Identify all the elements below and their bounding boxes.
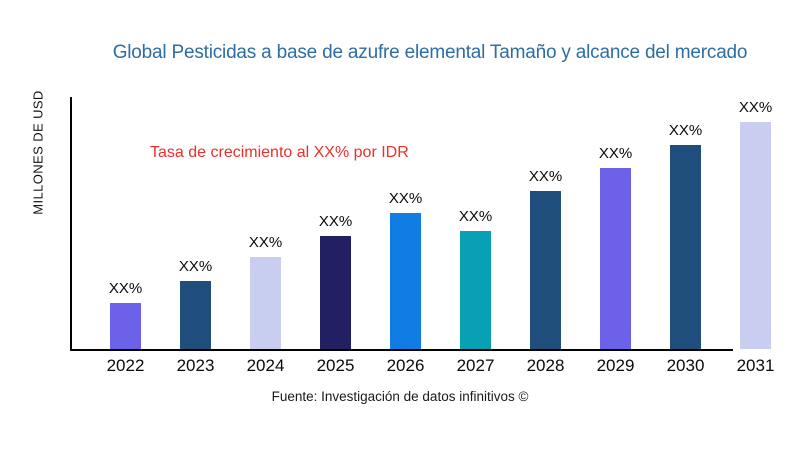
x-axis-line (70, 349, 733, 351)
bar-2031 (740, 122, 771, 349)
x-tick-label: 2024 (246, 356, 285, 375)
bar-value-label: XX% (528, 168, 563, 185)
growth-rate-annotation: Tasa de crecimiento al XX% por IDR (150, 144, 409, 161)
bar-value-label: XX% (738, 99, 773, 116)
x-tick-label: 2026 (386, 356, 425, 375)
bar-2022 (110, 303, 141, 349)
source-caption: Fuente: Investigación de datos infinitiv… (271, 389, 529, 404)
bar-2027 (460, 231, 491, 349)
bar-2025 (320, 236, 351, 349)
bar-2028 (530, 191, 561, 349)
bar-2030 (670, 145, 701, 349)
bar-value-label: XX% (388, 190, 423, 207)
chart-title: Global Pesticidas a base de azufre eleme… (112, 42, 748, 63)
bar-value-label: XX% (108, 280, 143, 297)
x-tick-label: 2028 (526, 356, 565, 375)
bar-value-label: XX% (178, 258, 213, 275)
bar-2029 (600, 168, 631, 349)
bar-value-label: XX% (318, 213, 353, 230)
x-tick-label: 2030 (666, 356, 705, 375)
x-tick-label: 2031 (736, 356, 775, 375)
bar-value-label: XX% (248, 234, 283, 251)
x-tick-label: 2025 (316, 356, 355, 375)
bar-value-label: XX% (668, 122, 703, 139)
y-axis-line (70, 97, 72, 351)
x-tick-label: 2022 (106, 356, 145, 375)
x-tick-label: 2023 (176, 356, 215, 375)
x-tick-label: 2029 (596, 356, 635, 375)
bar-2026 (390, 213, 421, 349)
bar-value-label: XX% (598, 145, 633, 162)
y-axis-label: MILLONES DE USD (30, 90, 46, 215)
bar-value-label: XX% (458, 208, 493, 225)
x-tick-label: 2027 (456, 356, 495, 375)
bar-2024 (250, 257, 281, 349)
bar-2023 (180, 281, 211, 349)
